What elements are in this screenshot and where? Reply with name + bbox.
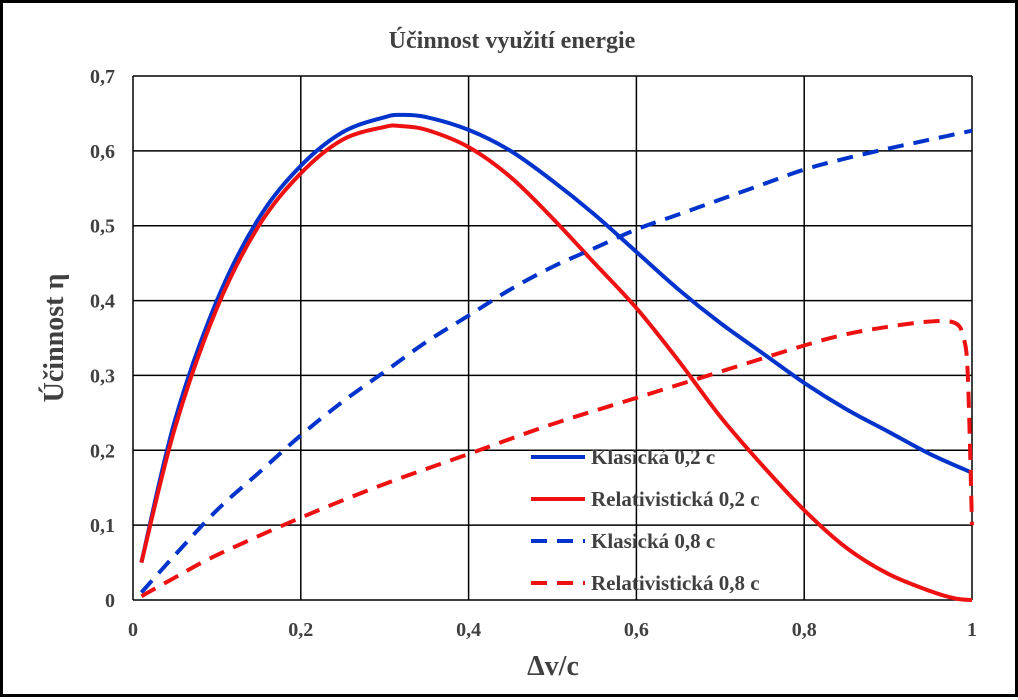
series-lines [139,112,974,602]
x-tick-label: 0 [128,619,138,641]
y-tick-label: 0,3 [90,365,115,387]
y-tick-label: 0,4 [90,291,115,313]
y-tick-label: 0,6 [90,141,115,163]
x-axis-label: Δv/c [527,651,579,682]
x-tick-label: 0,2 [288,619,313,641]
legend: Klasická 0,2 c Relativistická 0,2 c Klasic… [531,445,760,595]
y-tick-label: 0,5 [90,216,115,238]
y-tick-label: 0,1 [90,515,115,537]
series-line-klasicka-0-8-c [139,128,973,594]
grid [132,75,973,601]
legend-label-relativisticka-0-2-c: Relativistická 0,2 c [591,487,760,511]
y-tick-label: 0,7 [90,66,115,88]
x-tick-label: 0,4 [456,619,481,641]
chart-title: Účinnost využití energie [389,28,636,54]
series-line-relativisticka-0-8-c [140,319,974,599]
series-line-relativisticka-0-2-c [139,123,973,602]
x-tick-label: 0,6 [624,619,649,641]
series-line-klasicka-0-2-c [139,112,973,564]
y-axis-label: Účinnost η [39,274,70,403]
legend-label-klasicka-0-2-c: Klasická 0,2 c [591,445,715,469]
legend-label-klasicka-0-8-c: Klasická 0,8 c [591,529,715,553]
x-tick-label: 1 [967,619,977,641]
efficiency-chart: Účinnost využití energie 0 0,2 0,4 0,6 0,8 10… [39,28,977,682]
y-tick-label: 0 [105,590,115,612]
tick-labels: 0 0,2 0,4 0,6 0,8 1 0 0,1 0,2 0,3 0,4 0,5 0,6 0,7 [90,66,977,641]
x-tick-label: 0,8 [792,619,817,641]
y-tick-label: 0,2 [90,440,115,462]
legend-label-relativisticka-0-8-c: Relativistická 0,8 c [591,571,760,595]
